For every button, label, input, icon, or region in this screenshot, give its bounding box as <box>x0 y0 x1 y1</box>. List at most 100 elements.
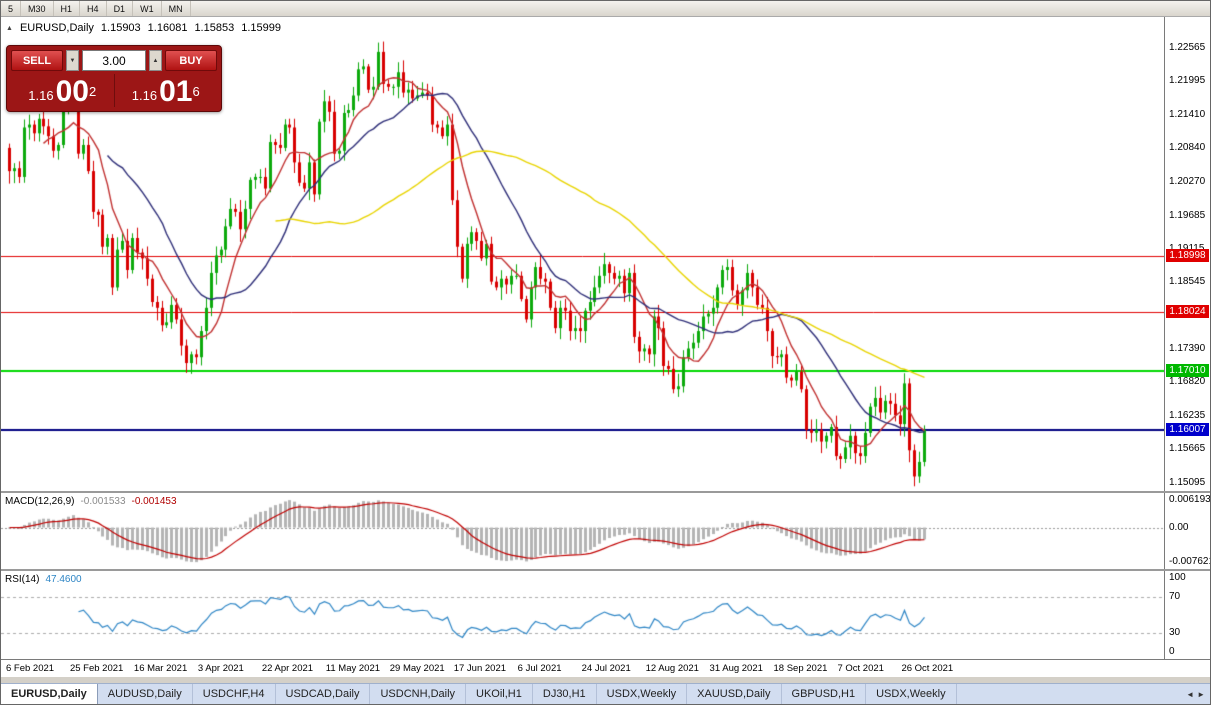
timeframe-toolbar: 5 M30 H1 H4 D1 W1 MN <box>1 1 1210 17</box>
tabs-scroll-left-button[interactable]: ◄ <box>1186 689 1195 699</box>
tab-usdcnh-daily[interactable]: USDCNH,Daily <box>370 684 467 704</box>
price-axis-label: 1.15665 <box>1169 443 1206 455</box>
rsi-chart-area[interactable]: RSI(14) 47.4600 <box>1 571 1164 659</box>
volume-input[interactable] <box>82 50 146 71</box>
main-chart-panel: ▲ EURUSD,Daily 1.15903 1.16081 1.15853 1… <box>1 17 1210 491</box>
price-axis-label: 1.20270 <box>1169 175 1206 187</box>
timeframe-button-w1[interactable]: W1 <box>133 1 162 16</box>
date-axis-label: 24 Jul 2021 <box>581 663 631 674</box>
macd-indicator-label: MACD(12,26,9) -0.001533 -0.001453 <box>5 496 177 507</box>
macd-main-value: -0.001533 <box>80 496 126 507</box>
rsi-panel: RSI(14) 47.4600 100 70 30 0 <box>1 571 1210 659</box>
buy-price-point: 6 <box>192 84 200 99</box>
sell-price-pips: 00 <box>55 75 89 108</box>
macd-panel: MACD(12,26,9) -0.001533 -0.001453 0.0061… <box>1 493 1210 569</box>
timeframe-button-h1[interactable]: H1 <box>54 1 81 16</box>
macd-name: MACD(12,26,9) <box>5 496 75 507</box>
tab-ukoil-h1[interactable]: UKOil,H1 <box>466 684 533 704</box>
buy-price-display[interactable]: 1.16 01 6 <box>115 74 218 107</box>
price-axis-label: 1.22565 <box>1169 42 1206 54</box>
price-line-tag: 1.18024 <box>1166 305 1209 318</box>
tab-gbpusd-h1[interactable]: GBPUSD,H1 <box>782 684 867 704</box>
sell-button[interactable]: SELL <box>11 50 63 71</box>
price-line-tag: 1.18998 <box>1166 249 1209 262</box>
macd-signal-value: -0.001453 <box>131 496 177 507</box>
date-axis-label: 31 Aug 2021 <box>709 663 763 674</box>
price-line-tag: 1.16007 <box>1166 423 1209 436</box>
macd-axis-label: 0.006193 <box>1169 494 1210 505</box>
macd-scale: 0.006193 0.00 -0.007621 <box>1164 493 1210 569</box>
buy-price-prefix: 1.16 <box>131 88 158 103</box>
tab-usdx-weekly[interactable]: USDX,Weekly <box>866 684 957 704</box>
timeframe-button-mn[interactable]: MN <box>162 1 191 16</box>
tab-usdx-weekly[interactable]: USDX,Weekly <box>597 684 688 704</box>
price-axis-label: 1.20840 <box>1169 142 1206 154</box>
time-axis[interactable]: 6 Feb 2021 25 Feb 2021 16 Mar 2021 3 Apr 20… <box>1 659 1210 677</box>
tab-scroll-controls: ◄ ► <box>1181 684 1210 704</box>
date-axis-label: 26 Oct 2021 <box>901 663 954 674</box>
price-axis-label: 1.17390 <box>1169 343 1206 355</box>
chart-marker-icon: ▲ <box>6 24 13 32</box>
date-axis-label: 16 Mar 2021 <box>133 663 188 674</box>
rsi-name: RSI(14) <box>5 574 40 585</box>
tab-usdchf-h4[interactable]: USDCHF,H4 <box>193 684 276 704</box>
date-axis-label: 6 Jul 2021 <box>517 663 562 674</box>
macd-axis-label: 0.00 <box>1169 521 1189 533</box>
one-click-trade-panel: SELL ▼ ▲ BUY 1.16 00 2 1.16 01 6 <box>6 45 222 112</box>
timeframe-button-5[interactable]: 5 <box>1 1 22 16</box>
price-axis-label: 1.15095 <box>1169 476 1206 488</box>
chart-ohlc-header: ▲ EURUSD,Daily 1.15903 1.16081 1.15853 1… <box>6 22 281 34</box>
price-axis-label: 1.16235 <box>1169 410 1206 422</box>
date-axis-label: 22 Apr 2021 <box>261 663 314 674</box>
tab-usdcad-daily[interactable]: USDCAD,Daily <box>276 684 371 704</box>
price-axis-label: 1.21410 <box>1169 109 1206 121</box>
macd-axis-label: -0.007621 <box>1169 556 1210 567</box>
rsi-axis-label: 30 <box>1169 626 1181 638</box>
price-axis-label: 1.19685 <box>1169 209 1206 221</box>
ohlc-open: 1.15903 <box>100 22 141 34</box>
price-chart-area[interactable]: ▲ EURUSD,Daily 1.15903 1.16081 1.15853 1… <box>1 17 1164 491</box>
rsi-indicator-label: RSI(14) 47.4600 <box>5 574 82 585</box>
date-axis-label: 11 May 2021 <box>325 663 381 674</box>
sell-price-point: 2 <box>88 84 97 99</box>
price-axis-label: 1.18545 <box>1169 275 1206 287</box>
tab-xauusd-daily[interactable]: XAUUSD,Daily <box>687 684 782 704</box>
price-axis-label: 1.16820 <box>1169 376 1206 388</box>
price-scale: 1.22565 1.21995 1.21410 1.20840 1.20270 1.196… <box>1164 17 1210 491</box>
chart-tabs: EURUSD,Daily AUDUSD,Daily USDCHF,H4 USDCAD,… <box>1 684 1181 704</box>
tab-eurusd-daily[interactable]: EURUSD,Daily <box>1 684 98 704</box>
date-axis-label: 25 Feb 2021 <box>69 663 124 674</box>
price-axis-label: 1.19115 <box>1169 243 1204 254</box>
buy-button[interactable]: BUY <box>165 50 217 71</box>
timeframe-button-h4[interactable]: H4 <box>80 1 107 16</box>
volume-decrease-button[interactable]: ▼ <box>66 50 79 71</box>
ohlc-high: 1.16081 <box>147 22 188 34</box>
date-axis-label: 6 Feb 2021 <box>6 663 55 674</box>
chart-tabs-bar: EURUSD,Daily AUDUSD,Daily USDCHF,H4 USDCAD,… <box>1 683 1210 704</box>
volume-increase-button[interactable]: ▲ <box>149 50 162 71</box>
tab-audusd-daily[interactable]: AUDUSD,Daily <box>98 684 193 704</box>
timeframe-button-d1[interactable]: D1 <box>107 1 134 16</box>
macd-canvas[interactable] <box>1 493 1164 569</box>
price-line-tag: 1.17010 <box>1166 364 1209 377</box>
rsi-axis-label: 100 <box>1169 572 1186 583</box>
tabs-scroll-right-button[interactable]: ► <box>1197 689 1205 699</box>
macd-splitter[interactable] <box>1 491 1210 493</box>
rsi-value: 47.4600 <box>45 574 82 585</box>
ohlc-close: 1.15999 <box>241 22 281 34</box>
timeframe-button-m30[interactable]: M30 <box>21 1 54 16</box>
date-axis-label: 29 May 2021 <box>389 663 445 674</box>
rsi-scale: 100 70 30 0 <box>1164 571 1210 659</box>
rsi-canvas[interactable] <box>1 571 1164 659</box>
tab-dj30-h1[interactable]: DJ30,H1 <box>533 684 597 704</box>
rsi-axis-label: 70 <box>1169 591 1181 603</box>
rsi-axis-label: 0 <box>1169 646 1175 657</box>
buy-price-pips: 01 <box>159 75 193 108</box>
rsi-splitter[interactable] <box>1 569 1210 571</box>
chart-symbol-title: EURUSD,Daily <box>19 22 94 34</box>
status-gap <box>1 677 1210 683</box>
ohlc-low: 1.15853 <box>194 22 235 34</box>
macd-chart-area[interactable]: MACD(12,26,9) -0.001533 -0.001453 <box>1 493 1164 569</box>
sell-price-display[interactable]: 1.16 00 2 <box>11 74 115 107</box>
